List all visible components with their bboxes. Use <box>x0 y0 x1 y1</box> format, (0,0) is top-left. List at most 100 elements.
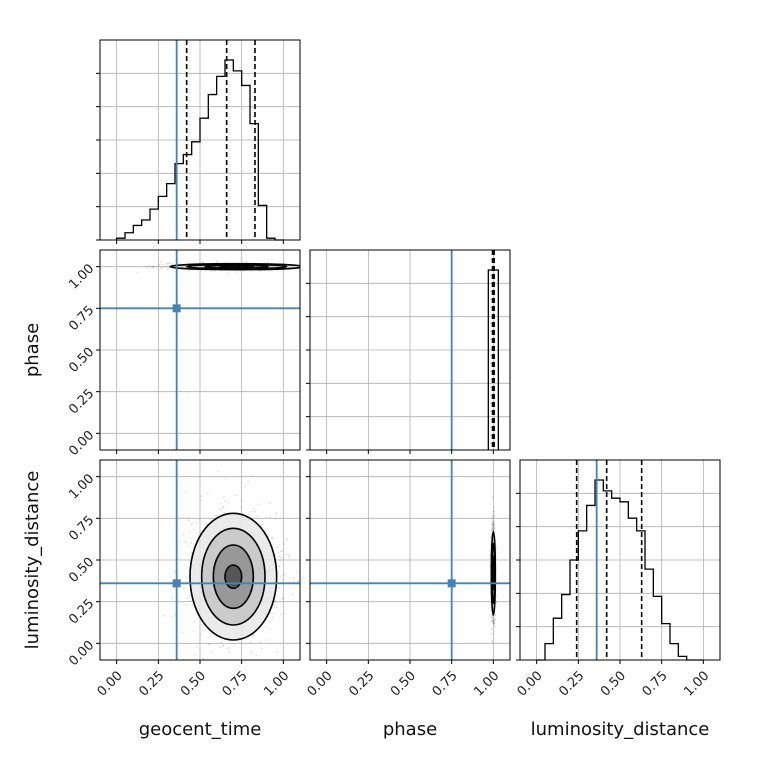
sample-point <box>250 651 253 653</box>
sample-point <box>178 541 181 544</box>
sample-point <box>136 271 139 274</box>
sample-point <box>251 635 254 637</box>
sample-point <box>167 262 170 264</box>
sample-point <box>283 573 286 576</box>
panel-frame <box>99 249 301 451</box>
sample-point <box>255 654 258 657</box>
sample-point <box>494 613 497 616</box>
sample-point <box>252 508 255 510</box>
sample-point <box>491 529 494 532</box>
sample-point <box>492 522 495 525</box>
sample-point <box>277 552 280 555</box>
sample-point <box>198 518 201 521</box>
sample-point <box>319 266 321 268</box>
sample-point <box>191 604 193 607</box>
sample-point <box>265 639 268 642</box>
sample-point <box>491 523 494 526</box>
sample-point <box>488 553 491 556</box>
sample-point <box>185 576 188 578</box>
sample-point <box>301 268 303 270</box>
x-axis-label: phase <box>383 719 437 740</box>
sample-point <box>491 529 494 531</box>
sample-point <box>271 537 273 540</box>
panel-frame <box>519 459 721 661</box>
panel-frame <box>99 39 301 241</box>
sample-point <box>222 645 225 648</box>
x-tick-label: 0.75 <box>430 668 461 699</box>
sample-point <box>223 672 225 674</box>
sample-point <box>228 501 230 504</box>
sample-point <box>199 633 202 635</box>
x-tick-label: 0.00 <box>95 668 126 699</box>
sample-point <box>494 618 496 621</box>
sample-point <box>148 265 151 267</box>
sample-point <box>160 260 162 263</box>
sample-point <box>320 266 322 268</box>
injection-marker <box>172 579 181 588</box>
sample-point <box>184 541 187 544</box>
sample-point <box>311 265 313 267</box>
sample-point <box>279 556 282 559</box>
sample-point <box>261 523 264 526</box>
sample-point <box>268 516 271 519</box>
sample-point <box>333 265 335 267</box>
sample-point <box>492 623 495 626</box>
text-layer: 0.00 0.25 0.50 0.75 1.00 geocent_time 0.00 0.25… <box>22 261 712 740</box>
sample-point <box>205 667 207 669</box>
x-tick-label: 0.25 <box>136 668 167 699</box>
sample-point <box>251 510 254 513</box>
sample-point <box>161 267 164 270</box>
contour-line <box>219 265 255 269</box>
sample-point <box>190 523 192 526</box>
sample-point <box>490 517 493 520</box>
sample-point <box>279 575 282 578</box>
sample-point <box>493 622 495 624</box>
sample-point <box>490 632 493 635</box>
sample-point <box>190 542 193 545</box>
sample-point <box>492 514 495 516</box>
sample-point <box>493 620 496 623</box>
sample-point <box>185 490 187 493</box>
y-axis-label: luminosity_distance <box>22 471 43 650</box>
sample-point <box>227 272 230 275</box>
sample-point <box>492 620 495 623</box>
sample-point <box>214 514 216 517</box>
sample-point <box>186 597 189 600</box>
sample-point <box>158 263 161 266</box>
y-tick-label: 0.25 <box>66 596 97 627</box>
sample-point <box>188 530 191 533</box>
sample-point <box>278 555 280 557</box>
sample-point <box>252 634 255 637</box>
sample-point <box>490 616 493 619</box>
sample-point <box>321 268 323 270</box>
sample-point <box>188 545 191 548</box>
sample-point <box>181 631 183 634</box>
sample-point <box>249 640 252 643</box>
sample-point <box>492 528 494 531</box>
sample-point <box>279 613 282 616</box>
sample-point <box>228 651 231 654</box>
sample-point <box>493 524 496 527</box>
sample-point <box>491 628 494 631</box>
sample-point <box>492 520 495 522</box>
sample-point <box>493 527 496 530</box>
sample-point <box>171 263 174 265</box>
sample-point <box>490 620 493 623</box>
sample-point <box>188 270 191 272</box>
sample-point <box>152 266 155 269</box>
sample-point <box>256 515 259 518</box>
sample-point <box>492 516 495 519</box>
sample-point <box>240 506 243 509</box>
sample-point <box>146 265 148 268</box>
sample-point <box>193 630 195 633</box>
sample-point <box>152 265 154 268</box>
sample-point <box>490 528 493 531</box>
sample-point <box>272 606 275 609</box>
sample-point <box>217 678 219 680</box>
sample-point <box>259 641 262 644</box>
sample-point <box>187 261 190 264</box>
sample-point <box>302 267 304 269</box>
sample-point <box>495 595 498 598</box>
sample-point <box>257 503 260 506</box>
sample-point <box>279 550 282 553</box>
